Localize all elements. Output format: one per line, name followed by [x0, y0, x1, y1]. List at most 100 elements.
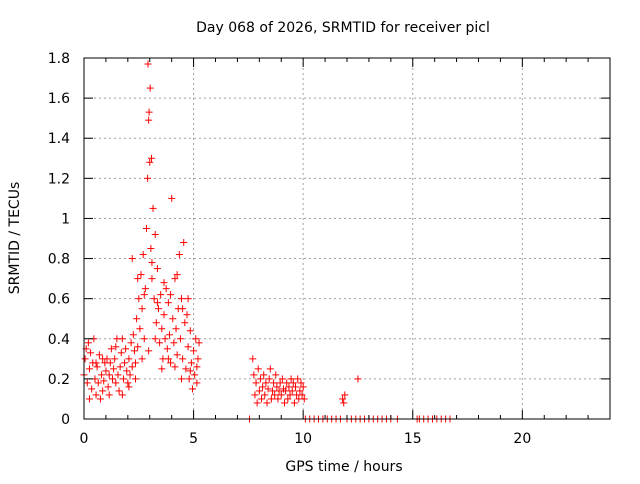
data-point: [194, 355, 202, 363]
data-point: [151, 335, 159, 343]
data-point: [164, 299, 172, 307]
data-point: [149, 204, 157, 212]
data-point: [274, 395, 282, 403]
data-point: [276, 379, 284, 387]
data-point: [282, 387, 290, 395]
data-point: [268, 387, 276, 395]
data-point: [98, 371, 106, 379]
data-point: [299, 383, 307, 391]
data-point: [115, 387, 123, 395]
data-point: [134, 343, 142, 351]
data-point: [128, 255, 136, 263]
data-point: [339, 395, 347, 403]
data-point: [85, 365, 93, 373]
grid-lines: [84, 58, 610, 419]
data-point: [151, 230, 159, 238]
data-point: [175, 251, 183, 259]
data-point: [283, 379, 291, 387]
data-point: [144, 174, 152, 182]
y-tick-label: 1.6: [48, 91, 70, 107]
data-point: [84, 339, 92, 347]
data-point: [128, 363, 136, 371]
data-point: [249, 355, 257, 363]
data-point: [125, 355, 133, 363]
data-point: [148, 154, 156, 162]
x-tick-label: 0: [80, 431, 89, 447]
data-point: [278, 375, 286, 383]
data-point: [137, 271, 145, 279]
data-point: [138, 355, 146, 363]
data-point: [116, 363, 124, 371]
data-point: [145, 108, 153, 116]
data-point: [145, 347, 153, 355]
data-point: [195, 339, 203, 347]
y-tick-label: 1: [61, 211, 70, 227]
data-point: [152, 319, 160, 327]
data-point: [163, 345, 171, 353]
data-point: [92, 391, 100, 399]
data-point: [300, 395, 308, 403]
y-tick-label: 0.2: [48, 372, 70, 388]
y-tick-label: 1.4: [48, 131, 70, 147]
data-point: [148, 259, 156, 267]
data-point: [96, 395, 104, 403]
data-point: [121, 359, 129, 367]
data-point: [118, 335, 126, 343]
data-point: [150, 295, 158, 303]
data-point: [83, 379, 91, 387]
data-point: [155, 305, 163, 313]
data-point: [146, 84, 154, 92]
data-point: [153, 265, 161, 273]
data-point: [290, 399, 298, 407]
data-point: [190, 347, 198, 355]
data-point: [252, 379, 260, 387]
data-point: [255, 387, 263, 395]
data-point: [164, 355, 172, 363]
data-point: [167, 291, 175, 299]
data-point: [117, 349, 125, 357]
data-point: [106, 359, 114, 367]
data-point: [191, 371, 199, 379]
data-point: [125, 383, 133, 391]
data-point: [265, 375, 273, 383]
data-point: [193, 363, 201, 371]
data-point: [171, 275, 179, 283]
data-point: [122, 345, 130, 353]
data-point: [179, 305, 187, 313]
y-axis-label: SRMTID / TECUs: [7, 182, 23, 295]
data-point: [147, 245, 155, 253]
data-point: [85, 395, 93, 403]
data-point: [285, 383, 293, 391]
data-point: [259, 383, 267, 391]
data-point: [183, 311, 191, 319]
data-point: [284, 395, 292, 403]
data-point: [171, 363, 179, 371]
data-point: [134, 275, 142, 283]
data-point: [288, 387, 296, 395]
y-axis-ticks: 0 0.2 0.4 0.6 0.8 1 1.2 1.4 1.6 1.8: [48, 51, 610, 428]
y-tick-label: 0: [61, 412, 70, 428]
data-point: [297, 379, 305, 387]
data-point: [158, 325, 166, 333]
data-point: [123, 367, 131, 375]
y-tick-label: 0.4: [48, 332, 70, 348]
data-point: [95, 351, 103, 359]
data-point: [178, 375, 186, 383]
data-point: [140, 291, 148, 299]
data-point: [180, 239, 188, 247]
data-point: [260, 371, 268, 379]
data-point: [94, 379, 102, 387]
data-point: [140, 335, 148, 343]
data-point: [341, 391, 349, 399]
data-point: [161, 335, 169, 343]
data-point: [93, 363, 101, 371]
data-point: [289, 379, 297, 387]
data-point: [181, 319, 189, 327]
x-tick-label: 20: [513, 431, 531, 447]
data-point: [160, 279, 168, 287]
data-point: [250, 371, 258, 379]
data-point: [296, 387, 304, 395]
data-point: [111, 355, 119, 363]
data-point: [340, 399, 348, 407]
